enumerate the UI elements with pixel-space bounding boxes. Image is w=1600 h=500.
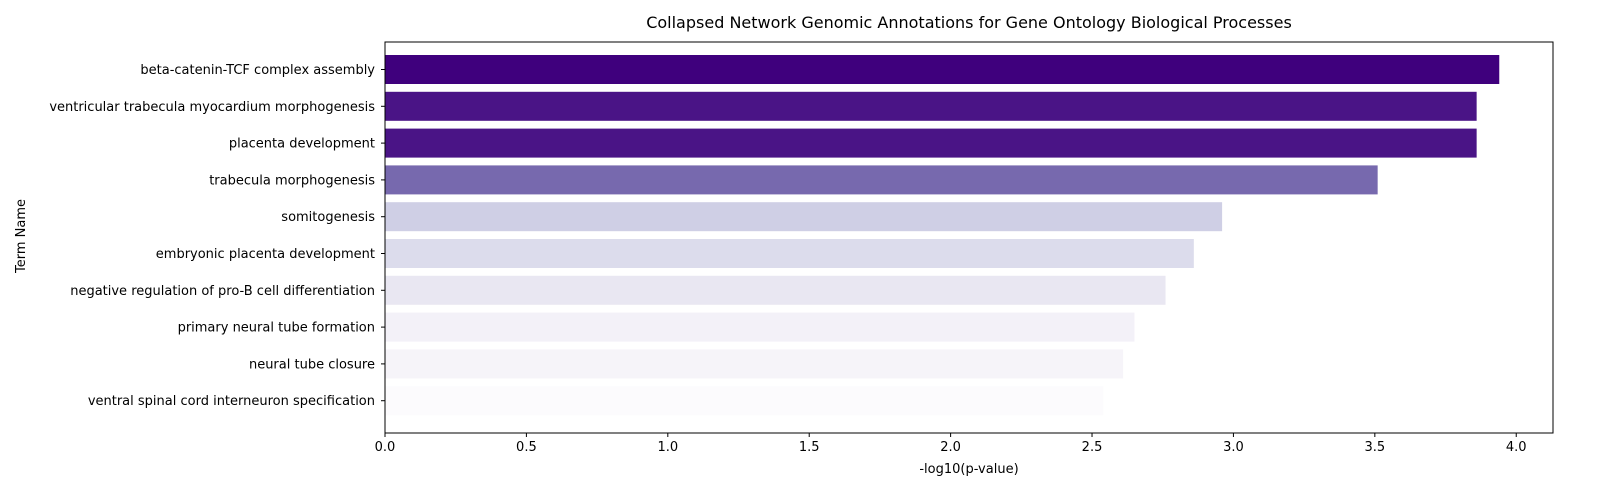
y-axis-title: Term Name — [14, 199, 29, 274]
y-tick-label: embryonic placenta development — [156, 247, 375, 262]
x-tick-label: 2.0 — [940, 440, 961, 455]
y-tick-label: neural tube closure — [249, 357, 375, 372]
y-tick-label: primary neural tube formation — [178, 321, 375, 336]
bar-7 — [385, 312, 1135, 342]
bar-0 — [385, 55, 1500, 84]
x-axis-title: -log10(p-value) — [919, 462, 1018, 477]
bar-4 — [385, 202, 1223, 232]
y-tick-label: beta-catenin-TCF complex assembly — [140, 63, 375, 78]
y-tick-label: ventral spinal cord interneuron specific… — [88, 394, 375, 409]
y-tick-label: placenta development — [229, 137, 375, 152]
bar-6 — [385, 275, 1166, 305]
y-tick-label: trabecula morphogenesis — [209, 173, 375, 188]
bar-2 — [385, 128, 1477, 158]
bars-group — [385, 55, 1500, 416]
y-tick-label: ventricular trabecula myocardium morphog… — [49, 100, 375, 115]
x-tick-label: 1.0 — [657, 440, 678, 455]
x-tick-label: 1.5 — [799, 440, 820, 455]
x-tick-label: 0.0 — [375, 440, 396, 455]
x-tick-label: 3.5 — [1364, 440, 1385, 455]
bar-1 — [385, 91, 1477, 121]
x-tick-label: 3.0 — [1223, 440, 1244, 455]
x-tick-label: 0.5 — [516, 440, 537, 455]
x-ticks-group: 0.0 0.5 1.0 1.5 2.0 2.5 3.0 3.5 4.0 — [375, 433, 1527, 455]
y-tick-label: somitogenesis — [281, 210, 375, 225]
y-tick-label: negative regulation of pro-B cell differ… — [70, 284, 375, 299]
y-ticks-group: beta-catenin-TCF complex assembly ventric… — [49, 63, 385, 409]
bar-9 — [385, 386, 1104, 416]
bar-5 — [385, 239, 1194, 268]
bar-3 — [385, 165, 1378, 195]
x-tick-label: 2.5 — [1082, 440, 1103, 455]
x-tick-label: 4.0 — [1506, 440, 1527, 455]
plot-frame — [384, 41, 1554, 434]
chart-title: Collapsed Network Genomic Annotations fo… — [646, 13, 1292, 32]
bar-8 — [385, 349, 1124, 379]
